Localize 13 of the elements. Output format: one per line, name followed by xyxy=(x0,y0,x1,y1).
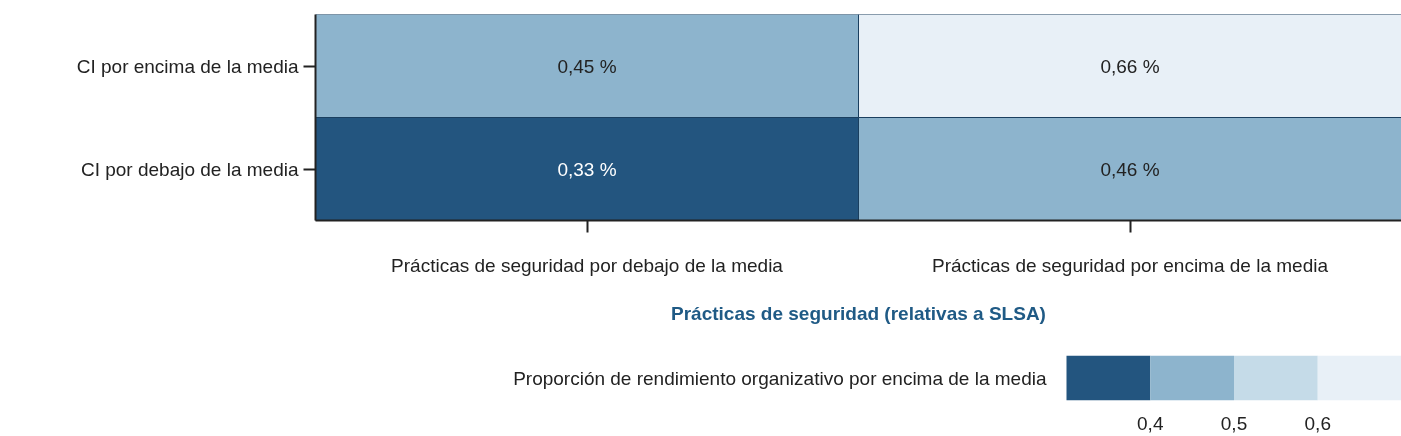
x-tick-label: Prácticas de seguridad por encima de la media xyxy=(931,254,1329,276)
color-bar-label: 0,4 xyxy=(1137,412,1164,434)
color-bar-label: 0,5 xyxy=(1220,412,1248,434)
y-tick-label: CI por encima de la media xyxy=(76,55,299,77)
x-axis-title: Prácticas de seguridad (relativas a SLSA) xyxy=(671,302,1046,324)
data-label: 0,66 % xyxy=(1100,55,1160,77)
data-label: 0,46 % xyxy=(1100,158,1160,180)
y-tick-label: CI por debajo de la media xyxy=(80,158,299,180)
data-label: 0,45 % xyxy=(557,55,617,77)
data-label: 0,33 % xyxy=(557,158,617,180)
color-bar-title: Proporción de rendimiento organizativo por encima de la media xyxy=(513,367,1047,389)
color-bar-label: 0,6 xyxy=(1304,412,1331,434)
x-tick-label: Prácticas de seguridad por debajo de la media xyxy=(391,254,784,276)
